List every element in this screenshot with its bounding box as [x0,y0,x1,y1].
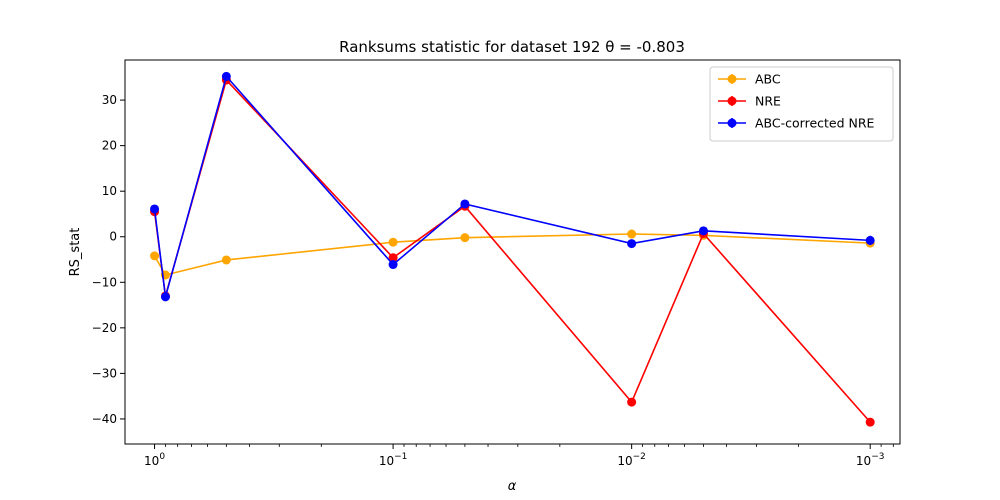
series-abc [150,229,875,280]
data-point [627,229,637,239]
data-point [150,251,160,261]
series-line-abc-corrected-nre [153,74,871,298]
data-point [460,233,470,243]
legend-entry-abc-corrected-nre: ABC-corrected NRE [718,116,875,131]
data-point [221,255,231,265]
legend-box [709,66,894,142]
legend: ABC NRE ABC-corrected NRE [709,66,894,142]
y-tick-label: 0 [109,230,117,244]
x-axis: 100 10−1 10−2 10−3 [144,444,894,468]
legend-entry-abc: ABC [718,72,781,87]
legend-label: NRE [755,94,781,109]
series-abc-corrected-nre [150,71,875,302]
x-axis-label: α [508,479,517,494]
y-tick-label: −20 [92,321,117,335]
data-point [388,253,398,263]
legend-label: ABC-corrected NRE [755,116,875,131]
x-tick-label: 100 [144,452,165,468]
plot-area [150,71,875,427]
y-tick-label: −40 [92,412,117,426]
chart-title: Ranksums statistic for dataset 192 θ = -… [339,38,685,56]
y-axis-label: RS_stat [68,228,83,277]
data-point [698,226,708,236]
legend-marker [727,118,737,128]
axes-frame [124,59,901,445]
data-point [865,235,875,245]
legend-marker [727,96,737,106]
data-point [627,239,637,249]
x-tick-label: 10−1 [379,452,408,468]
legend-marker [727,74,737,84]
y-axis: 30 20 10 0 −10 −20 −30 −40 [92,93,125,426]
data-point [150,204,160,214]
x-tick-label: 10−2 [617,452,646,468]
legend-entry-nre: NRE [718,94,781,109]
legend-label: ABC [755,72,781,87]
y-tick-label: 30 [102,93,117,107]
y-tick-label: 20 [102,139,117,153]
data-point [865,417,875,427]
data-point [627,397,637,407]
y-tick-label: 10 [102,184,117,198]
x-tick-label: 10−3 [856,452,885,468]
data-point [221,71,231,81]
data-point [388,237,398,247]
data-point [388,260,398,270]
y-tick-label: −10 [92,275,117,289]
series-line-abc [153,233,871,276]
y-tick-label: −30 [92,366,117,380]
data-point [160,292,170,302]
data-point [460,199,470,209]
